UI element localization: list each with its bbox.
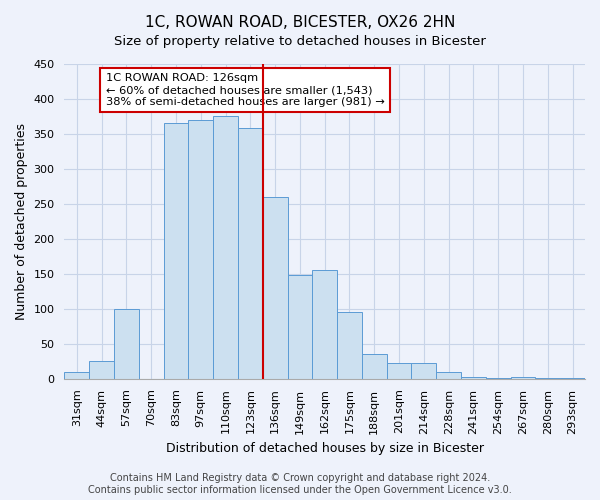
Bar [486,378,511,379]
Bar [114,309,139,379]
Text: 1C ROWAN ROAD: 126sqm
← 60% of detached houses are smaller (1,543)
38% of semi-d: 1C ROWAN ROAD: 126sqm ← 60% of detached … [106,74,385,106]
Bar [412,364,436,379]
Bar [362,354,386,379]
Bar [436,372,461,379]
Bar [337,312,362,379]
Bar [560,378,585,379]
Bar [263,197,287,379]
Text: Contains HM Land Registry data © Crown copyright and database right 2024.
Contai: Contains HM Land Registry data © Crown c… [88,474,512,495]
Bar [386,364,412,379]
Bar [164,124,188,379]
Bar [535,378,560,379]
Bar [313,270,337,379]
Bar [64,372,89,379]
Bar [89,362,114,379]
Bar [461,376,486,379]
Y-axis label: Number of detached properties: Number of detached properties [15,123,28,320]
Bar [213,116,238,379]
Text: Size of property relative to detached houses in Bicester: Size of property relative to detached ho… [114,35,486,48]
Bar [511,378,535,379]
Bar [238,128,263,379]
Bar [287,276,313,379]
X-axis label: Distribution of detached houses by size in Bicester: Distribution of detached houses by size … [166,442,484,455]
Bar [188,120,213,379]
Text: 1C, ROWAN ROAD, BICESTER, OX26 2HN: 1C, ROWAN ROAD, BICESTER, OX26 2HN [145,15,455,30]
